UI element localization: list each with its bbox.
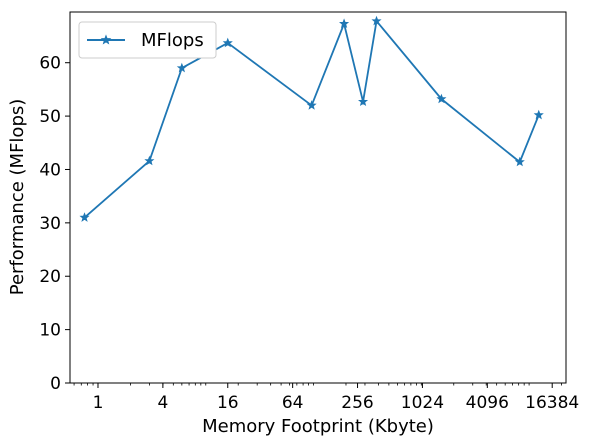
data-point bbox=[79, 212, 90, 222]
x-tick-label: 16384 bbox=[525, 393, 579, 413]
legend-box bbox=[78, 21, 217, 59]
plot-area bbox=[70, 12, 566, 383]
data-point bbox=[514, 156, 525, 167]
x-tick-label: 256 bbox=[341, 393, 373, 413]
x-tick-label: 16 bbox=[217, 393, 239, 413]
y-tick-label: 10 bbox=[39, 321, 61, 341]
data-point bbox=[339, 18, 350, 29]
data-point bbox=[306, 100, 317, 110]
data-point bbox=[144, 155, 155, 166]
x-tick-label: 4 bbox=[157, 393, 168, 413]
data-point bbox=[222, 37, 233, 48]
x-tick-label: 64 bbox=[282, 393, 304, 413]
x-tick-label: 4096 bbox=[466, 393, 509, 413]
data-point bbox=[533, 109, 544, 120]
data-point bbox=[358, 96, 369, 106]
legend-star-marker bbox=[100, 34, 112, 45]
x-tick-label: 1 bbox=[93, 393, 104, 413]
y-axis-ticks: 0 10 20 30 40 50 60 bbox=[39, 54, 70, 394]
data-point bbox=[436, 93, 447, 104]
series-layer bbox=[79, 15, 544, 222]
plot-frame bbox=[69, 11, 567, 384]
y-tick-label: 40 bbox=[39, 160, 61, 180]
data-point bbox=[176, 62, 187, 73]
data-point bbox=[371, 15, 382, 26]
legend-label: MFlops bbox=[141, 30, 204, 51]
y-axis-label: Performance (MFlops) bbox=[7, 99, 28, 296]
y-tick-label: 50 bbox=[39, 107, 61, 127]
y-tick-label: 30 bbox=[39, 214, 61, 234]
y-tick-label: 0 bbox=[50, 374, 61, 394]
y-tick-label: 20 bbox=[39, 267, 61, 287]
x-tick-label: 1024 bbox=[401, 393, 444, 413]
x-axis-ticks: 1 4 16 64 256 1024 4096 16384 bbox=[93, 383, 579, 413]
x-axis-label: Memory Footprint (Kbyte) bbox=[202, 416, 434, 437]
legend: MFlops bbox=[78, 21, 217, 59]
y-tick-label: 60 bbox=[39, 54, 61, 74]
